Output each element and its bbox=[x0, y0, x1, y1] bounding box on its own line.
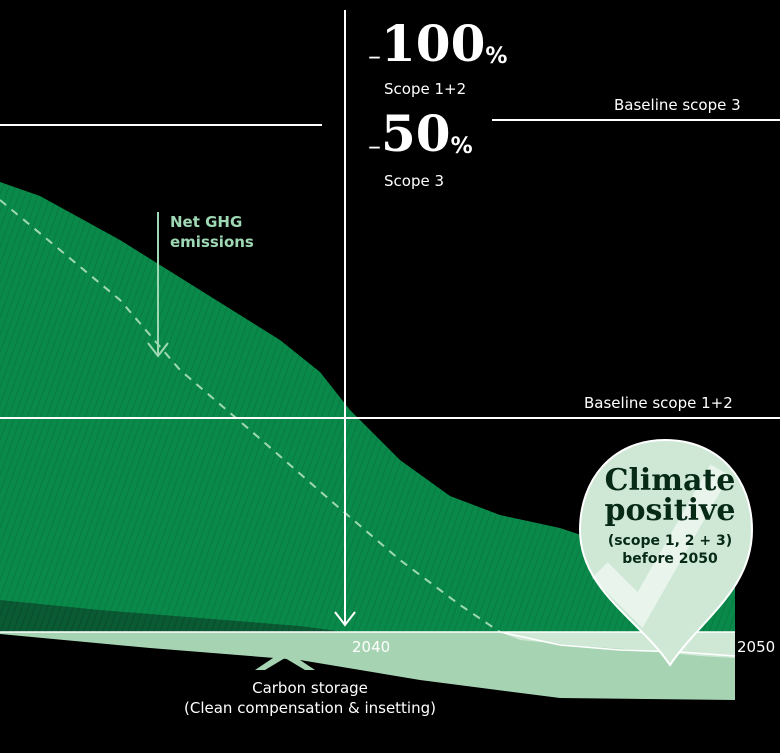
badge-subtitle-line1: (scope 1, 2 + 3) bbox=[607, 533, 733, 549]
percent-sign: % bbox=[485, 44, 508, 69]
target-scope12-value: 100 bbox=[381, 14, 486, 73]
dash: – bbox=[368, 41, 381, 72]
target-scope3-value: 50 bbox=[381, 104, 451, 163]
percent-sign: % bbox=[450, 134, 473, 159]
carbon-storage-label: Carbon storage (Clean compensation & ins… bbox=[130, 678, 490, 718]
net-ghg-arrow-head bbox=[147, 342, 169, 358]
target-scope3: –50% bbox=[368, 104, 473, 163]
net-ghg-label-line2: emissions bbox=[170, 233, 254, 251]
emissions-dark-band bbox=[0, 600, 345, 632]
badge-title-line2: positive bbox=[604, 493, 736, 528]
carbon-storage-area bbox=[0, 632, 735, 700]
badge-subtitle-line2: before 2050 bbox=[622, 551, 718, 567]
chevron-up-icon bbox=[255, 650, 315, 670]
net-ghg-dashed-line bbox=[0, 199, 501, 633]
badge-title-line1: Climate bbox=[604, 463, 736, 498]
target-scope12-label: Scope 1+2 bbox=[384, 80, 467, 98]
target-scope12: –100% bbox=[368, 14, 507, 73]
dash: – bbox=[368, 131, 381, 162]
baseline-scope12-label: Baseline scope 1+2 bbox=[584, 394, 733, 412]
net-ghg-label-line1: Net GHG bbox=[170, 213, 243, 231]
carbon-storage-label-line2: (Clean compensation & insetting) bbox=[184, 699, 436, 717]
checkmark-icon bbox=[592, 464, 730, 628]
baseline-scope3-label: Baseline scope 3 bbox=[614, 96, 741, 114]
target-2040-arrowhead bbox=[334, 611, 356, 627]
target-scope3-label: Scope 3 bbox=[384, 172, 445, 190]
storage-boundary bbox=[499, 631, 736, 657]
emissions-area bbox=[0, 182, 735, 632]
x-tick-2040: 2040 bbox=[352, 638, 391, 656]
climate-positive-text: Climate positive (scope 1, 2 + 3) before… bbox=[590, 466, 750, 568]
x-tick-2050: 2050 bbox=[737, 638, 776, 656]
carbon-storage-label-line1: Carbon storage bbox=[252, 679, 368, 697]
net-ghg-label: Net GHG emissions bbox=[170, 212, 254, 252]
